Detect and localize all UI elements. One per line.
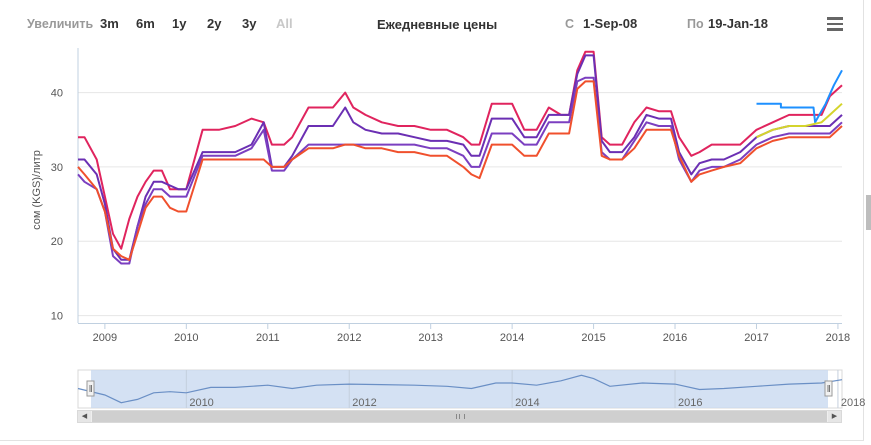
navigator-label: 2018 — [841, 397, 865, 409]
series-line — [756, 69, 843, 124]
navigator-right-handle[interactable] — [824, 380, 833, 397]
chart-title: Ежедневные цены — [377, 17, 498, 32]
x-tick-label: 2014 — [500, 332, 524, 344]
series-line — [756, 102, 843, 139]
y-tick-labels: 10 20 30 40 — [51, 88, 63, 323]
scrollbar-thumb[interactable] — [92, 411, 827, 422]
x-tick-label: 2011 — [256, 332, 280, 344]
series-line — [77, 76, 843, 265]
navigator-line — [77, 374, 843, 404]
series-line — [78, 50, 843, 250]
navigator-left-handle[interactable] — [86, 380, 95, 397]
grip-icon — [456, 414, 465, 419]
y-tick-label: 30 — [51, 162, 63, 174]
to-date-label: По — [687, 17, 704, 31]
navigator-label: 2014 — [515, 397, 539, 409]
range-selector-toolbar: Увеличить 3m 6m 1y 2y 3y All Ежедневные … — [0, 0, 871, 48]
navigator-labels: 2010 2012 2014 2016 2018 — [189, 397, 865, 409]
y-axis-title: сом (KGS)/литр — [31, 150, 43, 230]
series-line — [77, 80, 843, 261]
from-date-label: С — [565, 17, 575, 31]
page-scrollbar-thumb[interactable] — [866, 195, 871, 230]
x-tick-label: 2010 — [174, 332, 198, 344]
navigator-scrollbar[interactable]: ◀ ▶ — [77, 410, 842, 423]
y-gridlines — [78, 92, 842, 317]
x-tick-labels: 2009 2010 2011 2012 2013 2014 2015 2016 2017 2018 — [93, 332, 851, 344]
zoom-label: Увеличить — [27, 17, 94, 31]
x-tick-label: 2015 — [581, 332, 605, 344]
y-tick-label: 10 — [51, 311, 63, 323]
series-line — [78, 54, 843, 261]
navigator[interactable]: 2010 2012 2014 2016 2018 — [77, 369, 865, 409]
navigator-grid — [185, 370, 839, 408]
y-tick-label: 40 — [51, 88, 63, 100]
navigator-label: 2016 — [678, 397, 702, 409]
scroll-left-icon[interactable]: ◀ — [78, 411, 91, 422]
range-button-6m[interactable]: 6m — [136, 16, 155, 31]
from-date-input[interactable]: 1-Sep-08 — [583, 16, 638, 31]
range-button-all[interactable]: All — [276, 16, 293, 31]
x-tick-label: 2018 — [826, 332, 850, 344]
x-tick-label: 2013 — [418, 332, 442, 344]
scroll-right-icon[interactable]: ▶ — [828, 411, 841, 422]
range-button-3y[interactable]: 3y — [242, 16, 257, 31]
to-date-input[interactable]: 19-Jan-18 — [708, 16, 768, 31]
x-tick-label: 2012 — [337, 332, 361, 344]
range-button-2y[interactable]: 2y — [207, 16, 222, 31]
y-tick-label: 20 — [51, 236, 63, 248]
navigator-label: 2010 — [189, 397, 213, 409]
navigator-label: 2012 — [352, 397, 376, 409]
x-tick-label: 2009 — [93, 332, 117, 344]
hamburger-menu-icon[interactable] — [827, 17, 843, 31]
x-tick-label: 2017 — [744, 332, 768, 344]
series-lines — [77, 50, 843, 265]
x-tick-label: 2016 — [663, 332, 687, 344]
range-button-3m[interactable]: 3m — [100, 16, 119, 31]
range-button-1y[interactable]: 1y — [172, 16, 187, 31]
